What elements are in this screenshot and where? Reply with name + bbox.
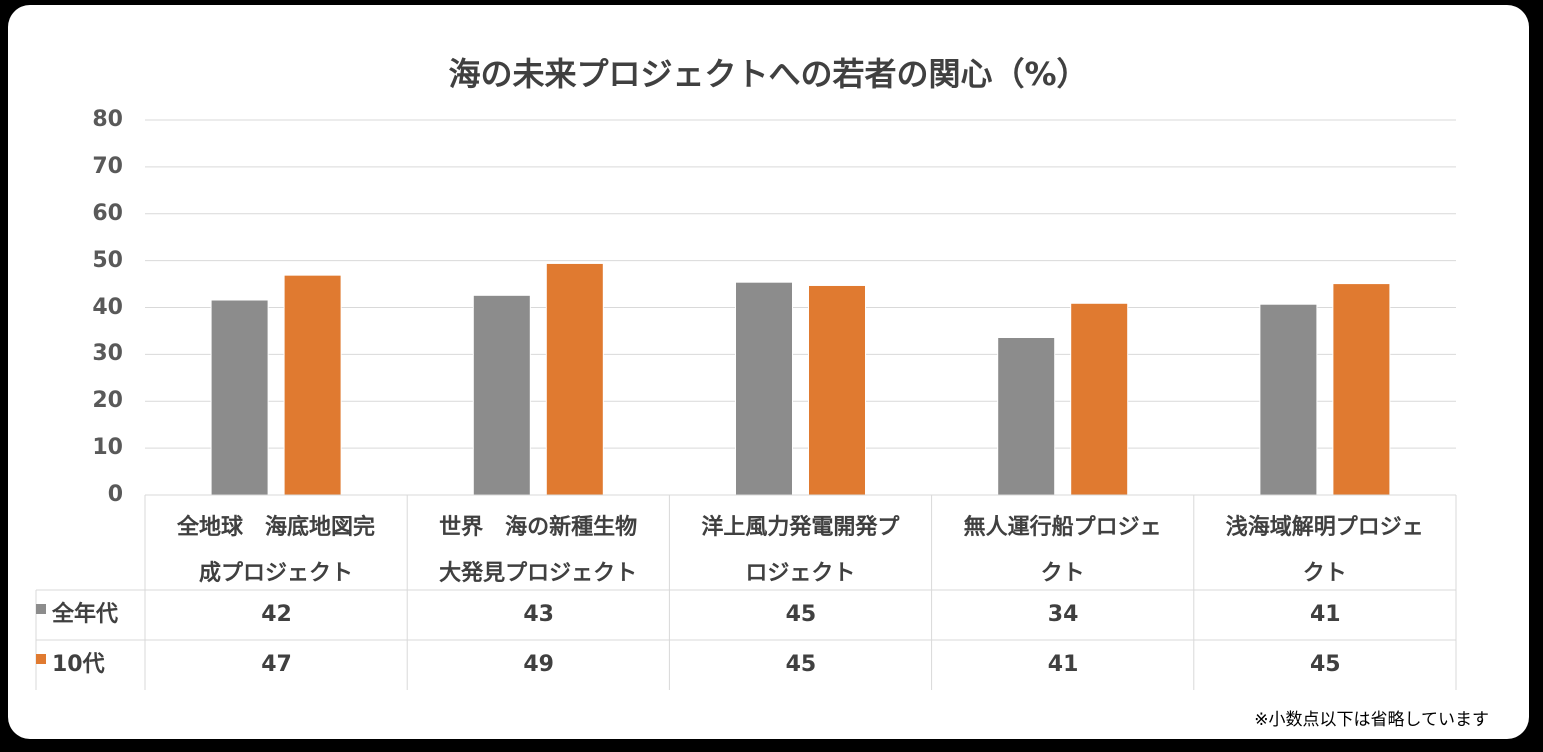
y-tick-label: 0 — [107, 482, 123, 507]
chart-plot — [35, 119, 1457, 690]
y-tick-label: 70 — [92, 153, 123, 179]
category-label-line: 無人運行船プロジェ — [963, 515, 1162, 540]
category-label: 世界 海の新種生物 大発見プロジェクト — [413, 505, 663, 595]
category-label-line: 浅海域解明プロジェ — [1225, 515, 1424, 540]
table-cell: 45 — [785, 602, 817, 627]
table-cell: 47 — [261, 652, 292, 677]
y-tick-label: 20 — [92, 388, 123, 414]
table-cell: 42 — [261, 602, 292, 627]
category-label: 全地球 海底地図完 成プロジェクト — [151, 505, 401, 595]
table-cell: 45 — [1309, 652, 1341, 677]
category-label-line: 全地球 海底地図完 — [176, 515, 375, 540]
category-label: 浅海域解明プロジェ クト — [1200, 505, 1450, 595]
category-label-line: ロジェクト — [745, 561, 856, 586]
legend-label: 全年代 — [52, 602, 119, 627]
legend-swatch — [36, 654, 46, 664]
y-tick-label: 50 — [92, 247, 123, 273]
y-tick-label: 40 — [92, 294, 123, 320]
y-tick-label: 30 — [92, 341, 123, 367]
bar-all-ages — [735, 281, 793, 496]
bar-all-ages — [472, 294, 531, 496]
y-tick-label: 10 — [92, 435, 123, 461]
chart-title: 海の未来プロジェクトへの若者の関心（%） — [448, 55, 1089, 93]
bar-teens — [1332, 283, 1391, 496]
bar-all-ages — [997, 337, 1056, 496]
bar-teens — [545, 262, 604, 496]
bar-teens — [808, 284, 866, 496]
category-label-line: 世界 海の新種生物 — [439, 515, 638, 540]
y-tick-label: 80 — [92, 107, 123, 132]
table-cell: 41 — [1309, 602, 1341, 627]
category-label-line: 洋上風力発電開発プ — [701, 515, 900, 540]
bar-all-ages — [1259, 303, 1318, 496]
legend-entry: 全年代 — [36, 590, 118, 640]
category-label-line: 大発見プロジェクト — [439, 561, 638, 586]
bar-teens — [1070, 302, 1129, 496]
legend-swatch — [36, 604, 46, 614]
y-tick-label: 60 — [92, 200, 123, 226]
table-cell: 41 — [1047, 652, 1079, 677]
table-cell: 43 — [523, 602, 554, 627]
category-label-line: クト — [1040, 561, 1085, 586]
category-label: 無人運行船プロジェ クト — [938, 505, 1188, 595]
category-label: 洋上風力発電開発プ ロジェクト — [675, 505, 925, 595]
bar-all-ages — [210, 299, 269, 496]
legend-entry: 10代 — [36, 640, 105, 690]
table-cell: 49 — [523, 652, 554, 677]
footnote: ※小数点以下は省略しています — [1254, 710, 1489, 730]
category-label-line: クト — [1302, 561, 1347, 586]
chart-card: 海の未来プロジェクトへの若者の関心（%） 0 10 20 30 40 50 60 70 80 全… — [8, 5, 1529, 739]
bar-teens — [283, 274, 342, 496]
category-label-line: 成プロジェクト — [198, 561, 353, 586]
legend-label: 10代 — [52, 652, 105, 677]
table-cell: 34 — [1047, 602, 1079, 627]
table-cell: 45 — [785, 652, 817, 677]
